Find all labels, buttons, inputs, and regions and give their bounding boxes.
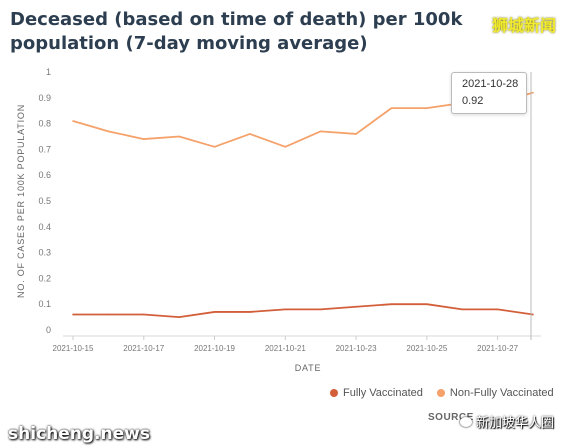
x-tick-label: 2021-10-23 bbox=[336, 344, 377, 353]
data-point bbox=[532, 91, 534, 94]
legend-marker-fully-vaccinated bbox=[330, 389, 338, 397]
data-point bbox=[390, 303, 393, 306]
data-point bbox=[426, 107, 428, 109]
chart-legend: Fully Vaccinated Non-Fully Vaccinated bbox=[330, 387, 554, 399]
chart-title-text: Deceased (based on time of death) per 10… bbox=[10, 9, 463, 54]
data-point bbox=[72, 120, 74, 122]
data-point bbox=[178, 316, 180, 318]
y-tick-label: 0 bbox=[46, 325, 51, 335]
y-tick-label: 0.3 bbox=[38, 248, 51, 258]
y-tick-label: 0.1 bbox=[38, 299, 51, 309]
x-tick-label: 2021-10-21 bbox=[265, 344, 306, 353]
data-point bbox=[319, 130, 322, 133]
data-point bbox=[390, 107, 393, 109]
x-tick-label: 2021-10-25 bbox=[406, 344, 447, 353]
legend-item-non-fully-vaccinated[interactable]: Non-Fully Vaccinated bbox=[436, 387, 554, 399]
x-tick-label: 2021-10-15 bbox=[53, 344, 94, 353]
data-point bbox=[249, 133, 251, 135]
data-point bbox=[461, 308, 464, 311]
y-tick-label: 1 bbox=[46, 67, 51, 77]
data-point bbox=[72, 313, 74, 316]
x-axis-label: DATE bbox=[295, 363, 322, 373]
chart-axes: 0 0.1 0.2 0.3 0.4 0.5 0.6 0.7 0.8 0.9 1 2021-10-15 2… bbox=[38, 67, 541, 353]
tooltip-date: 2021-10-28 bbox=[462, 78, 519, 90]
y-tick-label: 0.7 bbox=[38, 144, 51, 154]
data-point bbox=[284, 146, 287, 148]
chart-series bbox=[72, 91, 534, 319]
data-point bbox=[355, 305, 357, 308]
source-label: SOURCE bbox=[428, 412, 474, 423]
data-point bbox=[213, 146, 216, 148]
x-tick-label: 2021-10-17 bbox=[123, 344, 164, 353]
chart-title: Deceased (based on time of death) per 10… bbox=[10, 8, 570, 56]
y-tick-label: 0.4 bbox=[38, 222, 51, 232]
legend-marker-non-fully-vaccinated bbox=[436, 389, 445, 397]
data-point bbox=[142, 313, 145, 316]
series-line-0 bbox=[73, 303, 534, 319]
y-tick-label: 0.8 bbox=[38, 119, 51, 129]
legend-label-non-fully-vaccinated: Non-Fully Vaccinated bbox=[449, 387, 554, 399]
y-tick-label: 0.6 bbox=[38, 170, 51, 180]
data-point bbox=[107, 313, 110, 316]
data-point bbox=[532, 313, 534, 316]
watermark-bottom-right: 新加坡华人圈 bbox=[460, 412, 554, 431]
watermark-bottom-left: shicheng.news bbox=[8, 424, 150, 444]
data-point bbox=[107, 130, 110, 133]
chart-tooltip: 2021-10-28 0.92 bbox=[451, 72, 527, 114]
data-point bbox=[496, 308, 499, 311]
legend-item-fully-vaccinated[interactable]: Fully Vaccinated bbox=[330, 387, 423, 399]
chat-bubble-icon bbox=[460, 416, 472, 427]
y-tick-label: 0.2 bbox=[38, 273, 51, 283]
watermark-top-right: 狮城新闻 bbox=[492, 16, 557, 35]
data-point bbox=[319, 308, 322, 311]
watermark-bottom-right-text: 新加坡华人圈 bbox=[476, 415, 555, 430]
tooltip-value: 0.92 bbox=[462, 95, 484, 107]
data-point bbox=[284, 308, 287, 311]
data-point bbox=[142, 138, 145, 140]
data-point bbox=[355, 133, 357, 135]
y-tick-label: 0.9 bbox=[38, 93, 51, 103]
legend-label-fully-vaccinated: Fully Vaccinated bbox=[343, 387, 423, 399]
y-axis-label: NO. OF CASES PER 100K POPULATION bbox=[16, 104, 26, 298]
data-point bbox=[249, 311, 251, 313]
data-point bbox=[213, 311, 216, 313]
data-point bbox=[178, 135, 180, 138]
y-tick-label: 0.5 bbox=[38, 196, 51, 206]
x-tick-label: 2021-10-19 bbox=[194, 344, 235, 353]
x-tick-label: 2021-10-27 bbox=[477, 344, 518, 353]
data-point bbox=[426, 303, 428, 306]
